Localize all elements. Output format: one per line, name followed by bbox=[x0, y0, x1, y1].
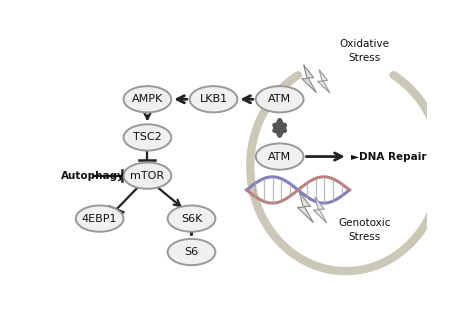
Text: ATM: ATM bbox=[268, 94, 291, 104]
Polygon shape bbox=[301, 65, 317, 93]
Text: ATM: ATM bbox=[268, 152, 291, 162]
Ellipse shape bbox=[256, 86, 303, 113]
Ellipse shape bbox=[124, 162, 171, 189]
Text: AMPK: AMPK bbox=[132, 94, 163, 104]
Text: Oxidative: Oxidative bbox=[339, 39, 389, 49]
Ellipse shape bbox=[190, 86, 237, 113]
Text: S6K: S6K bbox=[181, 214, 202, 224]
Ellipse shape bbox=[256, 144, 303, 170]
Ellipse shape bbox=[76, 206, 124, 232]
Ellipse shape bbox=[124, 86, 171, 113]
Polygon shape bbox=[297, 192, 313, 223]
Text: S6: S6 bbox=[184, 247, 199, 257]
Text: 4EBP1: 4EBP1 bbox=[82, 214, 118, 224]
Ellipse shape bbox=[168, 239, 215, 265]
Text: ►DNA Repair: ►DNA Repair bbox=[351, 152, 427, 162]
Ellipse shape bbox=[168, 206, 215, 232]
Text: Autophagy: Autophagy bbox=[61, 170, 125, 181]
Text: TSC2: TSC2 bbox=[133, 132, 162, 143]
Ellipse shape bbox=[124, 124, 171, 151]
Text: Stress: Stress bbox=[348, 53, 380, 64]
Text: LKB1: LKB1 bbox=[200, 94, 228, 104]
Polygon shape bbox=[313, 197, 327, 223]
Text: Stress: Stress bbox=[348, 232, 380, 242]
Text: mTOR: mTOR bbox=[130, 170, 164, 181]
Polygon shape bbox=[318, 69, 330, 93]
Text: Genotoxic: Genotoxic bbox=[338, 218, 391, 228]
